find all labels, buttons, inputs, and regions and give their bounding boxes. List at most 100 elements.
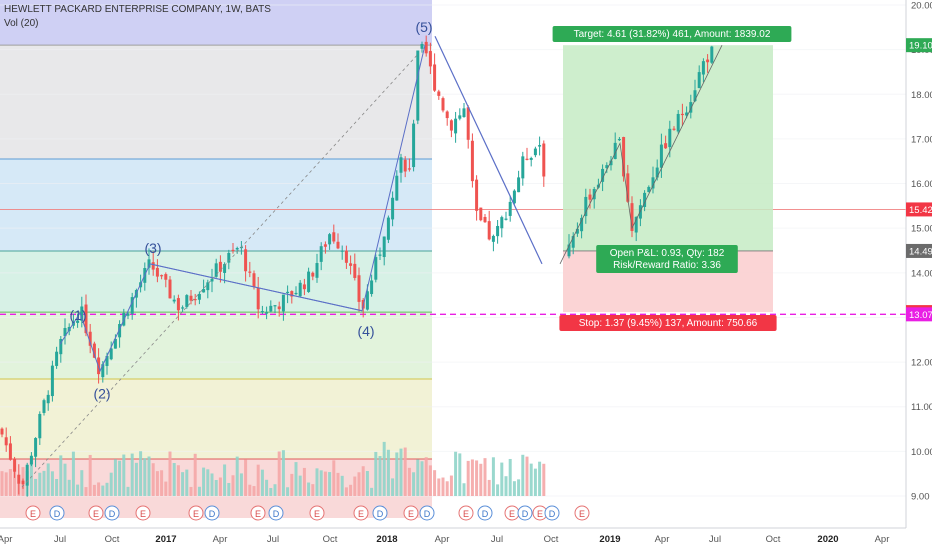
volume-bar	[235, 456, 239, 496]
price-tag: 13.07	[909, 310, 932, 321]
candle-body	[101, 364, 105, 378]
earnings-marker	[88, 505, 104, 521]
earnings-marker-label: D	[273, 509, 280, 519]
volume-bar	[55, 479, 59, 496]
candle-body	[168, 279, 172, 299]
candle-body	[483, 216, 487, 223]
candle-body	[298, 282, 302, 297]
volume-bar	[76, 484, 80, 496]
candle-body	[323, 244, 327, 247]
volume-bar	[340, 475, 344, 496]
candle-body	[294, 292, 298, 295]
volume-bar	[227, 482, 231, 496]
volume-bar	[59, 455, 63, 496]
volume-bar	[134, 462, 138, 496]
candle-body	[214, 263, 218, 277]
candle-body	[109, 348, 113, 360]
volume-bar	[508, 458, 512, 496]
candle-body	[105, 355, 109, 366]
candle-body	[706, 59, 710, 63]
target-zone	[563, 45, 773, 251]
fib-zone	[0, 45, 432, 159]
candle-body	[92, 343, 96, 358]
candle-body	[386, 217, 390, 240]
candle-body	[403, 159, 407, 172]
candle-body	[613, 142, 617, 159]
volume-indicator-label[interactable]: Vol (20)	[4, 18, 39, 29]
volume-bar	[265, 479, 269, 496]
candle-body	[80, 306, 84, 321]
volume-bar	[256, 464, 260, 496]
volume-bar	[38, 472, 42, 496]
y-tick-label: 9.00	[911, 492, 930, 503]
volume-bar	[449, 475, 453, 496]
volume-bar	[521, 454, 525, 496]
volume-bar	[50, 471, 54, 496]
volume-bar	[185, 469, 189, 496]
candle-body	[248, 271, 252, 273]
candle-body	[630, 203, 634, 232]
volume-bar	[113, 459, 117, 496]
candle-body	[223, 264, 227, 273]
volume-bar	[311, 484, 315, 496]
volume-bar	[407, 467, 411, 496]
candle-body	[710, 46, 714, 63]
candle-body	[273, 305, 277, 307]
volume-bar	[458, 453, 462, 496]
candle-body	[496, 225, 500, 237]
candle-body	[315, 263, 319, 278]
earnings-marker-label: D	[522, 509, 529, 519]
candle-body	[164, 274, 168, 280]
volume-bar	[437, 478, 441, 496]
volume-bar	[517, 479, 521, 496]
candle-body	[218, 261, 222, 272]
candle-body	[21, 480, 25, 485]
volume-bar	[218, 477, 222, 496]
candle-body	[126, 313, 130, 316]
time-axis[interactable]: Apr Jul Oct 2017 Apr Jul Oct 2018 Apr Jul Oct 2019 A…	[0, 527, 906, 545]
volume-bar	[92, 484, 96, 496]
volume-bar	[130, 453, 134, 496]
earnings-marker-label: E	[358, 509, 364, 519]
candle-body	[575, 228, 579, 234]
candle-body	[277, 306, 281, 310]
candle-body	[365, 291, 369, 310]
volume-bar	[416, 459, 420, 496]
dashed-projection	[21, 53, 419, 488]
candle-body	[244, 249, 248, 272]
candle-body	[512, 190, 516, 204]
volume-bar	[475, 460, 479, 496]
volume-bar	[168, 451, 172, 496]
y-tick-label: 16.00	[911, 179, 932, 190]
candle-body	[626, 173, 630, 202]
target-label: Target: 4.61 (31.82%) 461, Amount: 1839.…	[574, 29, 771, 40]
candle-body	[210, 278, 214, 282]
candle-body	[437, 91, 441, 96]
earnings-marker	[250, 505, 266, 521]
earnings-marker	[25, 505, 41, 521]
candle-body	[647, 186, 651, 193]
price-axis[interactable]: 20.0019.0018.0017.0016.0015.0014.0013.00…	[905, 0, 932, 550]
elliott-wave-line	[59, 45, 426, 373]
candle-body	[29, 455, 33, 465]
earnings-marker-label: D	[109, 509, 116, 519]
candle-body	[374, 257, 378, 280]
candle-body	[176, 298, 180, 311]
earnings-marker-label: E	[30, 509, 36, 519]
earnings-marker	[188, 505, 204, 521]
earnings-marker	[309, 505, 325, 521]
price-tag: 19.10	[909, 41, 932, 52]
candle-body	[659, 144, 663, 168]
candle-body	[147, 259, 151, 268]
volume-bar	[214, 480, 218, 496]
long-position-zones	[0, 45, 906, 316]
candle-body	[407, 168, 411, 170]
candle-body	[206, 282, 210, 291]
fib-zone-top	[0, 0, 432, 46]
x-tick-label: Jul	[267, 534, 279, 545]
candle-body	[664, 143, 668, 149]
candle-body	[449, 120, 453, 131]
candle-body	[622, 137, 626, 177]
